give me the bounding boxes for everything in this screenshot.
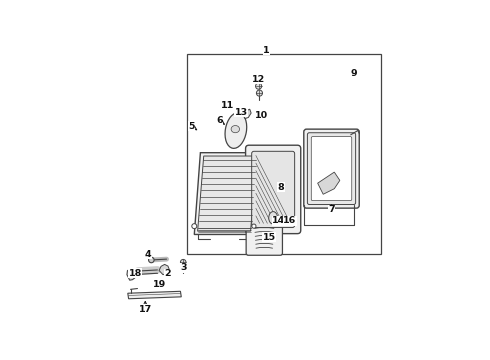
FancyBboxPatch shape bbox=[304, 129, 359, 208]
FancyBboxPatch shape bbox=[307, 133, 356, 204]
Ellipse shape bbox=[269, 212, 278, 224]
Text: 18: 18 bbox=[128, 269, 142, 278]
Polygon shape bbox=[128, 291, 181, 299]
Text: 14: 14 bbox=[272, 216, 286, 225]
Polygon shape bbox=[195, 153, 260, 234]
Text: 3: 3 bbox=[181, 263, 187, 272]
Ellipse shape bbox=[180, 260, 186, 265]
Text: 10: 10 bbox=[255, 111, 268, 120]
FancyBboxPatch shape bbox=[252, 151, 294, 228]
Text: 6: 6 bbox=[216, 116, 222, 125]
Text: 19: 19 bbox=[152, 280, 166, 289]
FancyBboxPatch shape bbox=[311, 136, 352, 201]
Ellipse shape bbox=[256, 90, 263, 96]
Text: 16: 16 bbox=[283, 216, 296, 225]
Text: 9: 9 bbox=[350, 69, 357, 78]
FancyBboxPatch shape bbox=[245, 145, 301, 234]
Ellipse shape bbox=[192, 224, 197, 229]
Ellipse shape bbox=[225, 113, 246, 148]
Text: 1: 1 bbox=[263, 46, 270, 55]
Ellipse shape bbox=[148, 257, 154, 263]
Text: 17: 17 bbox=[139, 305, 152, 314]
Text: 4: 4 bbox=[145, 250, 151, 259]
Polygon shape bbox=[159, 264, 170, 275]
Text: 2: 2 bbox=[164, 269, 171, 278]
Ellipse shape bbox=[252, 224, 256, 228]
Text: 7: 7 bbox=[328, 205, 335, 214]
Ellipse shape bbox=[231, 126, 240, 133]
Text: 13: 13 bbox=[235, 108, 248, 117]
Text: 8: 8 bbox=[278, 183, 284, 192]
Bar bbox=[187, 54, 381, 254]
Polygon shape bbox=[197, 156, 257, 231]
Ellipse shape bbox=[256, 83, 262, 89]
FancyBboxPatch shape bbox=[246, 211, 282, 255]
Text: 11: 11 bbox=[221, 101, 234, 110]
Text: 15: 15 bbox=[263, 233, 276, 242]
Polygon shape bbox=[127, 270, 135, 280]
Text: 5: 5 bbox=[188, 122, 195, 131]
Polygon shape bbox=[244, 109, 251, 118]
Text: 12: 12 bbox=[252, 75, 266, 84]
Polygon shape bbox=[318, 172, 340, 194]
